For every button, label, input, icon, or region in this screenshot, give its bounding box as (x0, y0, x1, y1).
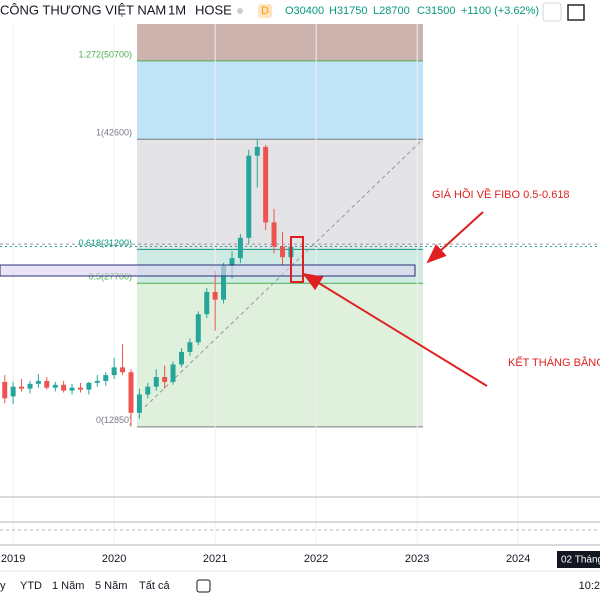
candle-body (204, 291, 210, 315)
ohlc-high: H31750 (329, 5, 368, 17)
candle-body (120, 367, 126, 373)
fib-label: 1.272(50700) (78, 49, 132, 59)
x-tick-label: 2024 (506, 553, 530, 565)
ohlc-low: L28700 (373, 5, 410, 17)
x-tick-label: 2020 (102, 553, 126, 565)
x-tick-label: 2023 (405, 553, 429, 565)
candle-body (103, 375, 109, 381)
candle-body (35, 380, 41, 384)
candle-body (263, 146, 269, 223)
candle-body (52, 384, 58, 388)
fib-zone (137, 60, 423, 140)
fib-label: 0.5(27700) (88, 272, 132, 282)
calendar-button[interactable] (196, 579, 211, 593)
candle-body (187, 342, 193, 352)
exchange: HOSE (195, 2, 232, 17)
candle-body (86, 382, 92, 390)
range-button[interactable]: Tất cả (139, 580, 170, 592)
candle-body (170, 364, 176, 382)
toolbar: y YTD 1 Năm 5 Năm Tất cả (0, 580, 170, 592)
candle-body (162, 377, 168, 382)
range-button[interactable]: y (0, 580, 6, 592)
candle-body (254, 146, 260, 156)
candle-body (2, 381, 8, 399)
candle-body (128, 372, 134, 413)
highlight-box (290, 236, 304, 283)
grid: 2019 2020 2021 2022 2023 2024 (0, 24, 600, 565)
candle-body (195, 314, 201, 343)
arrow (426, 211, 484, 264)
badge-bg (258, 4, 272, 18)
ohlc-close: C31500 (417, 5, 456, 17)
candle-body (153, 377, 159, 387)
candle-body (10, 386, 16, 397)
status-dot (237, 8, 243, 14)
clock: 10:2 (579, 580, 600, 592)
fib-zones: 1.272(50700)1(42600)0.618(31200)0.5(2770… (78, 24, 424, 428)
candle-body (44, 380, 50, 388)
x-tick-label: 2022 (304, 553, 328, 565)
range-button[interactable]: 5 Năm (95, 580, 127, 592)
fib-zone (137, 139, 423, 250)
annotation: GIÁ HỒI VỀ FIBO 0.5-0.618 (432, 188, 570, 201)
fib-zone (137, 24, 423, 61)
candle-body (145, 386, 151, 395)
candle-body (237, 237, 243, 259)
candle-body (61, 384, 67, 391)
plot (2, 139, 294, 427)
candle-body (179, 351, 185, 365)
candle-body (246, 155, 252, 238)
annotation: KẾT THÁNG BẰNG (508, 356, 600, 369)
candle-body (280, 246, 286, 258)
candle-body (136, 394, 142, 413)
date-tag: 02 Tháng (561, 555, 600, 566)
candle-body (27, 383, 33, 389)
arrow (302, 272, 488, 387)
badge: D (261, 5, 269, 17)
ohlc-open: O30400 (285, 5, 324, 17)
x-tick-label: 2019 (1, 553, 25, 565)
candle-body (229, 258, 235, 266)
fib-zone (137, 283, 423, 427)
header-bg (0, 0, 600, 24)
date-tag-bg (557, 551, 600, 568)
fullscreen-button[interactable] (567, 4, 585, 21)
candle-body (221, 265, 227, 300)
interval[interactable]: 1M (168, 2, 186, 17)
candle-body (19, 386, 25, 389)
x-tick-label: 2021 (203, 553, 227, 565)
symbol[interactable]: CÔNG THƯƠNG VIỆT NAM (0, 2, 166, 17)
icon-button[interactable] (542, 2, 562, 22)
ohlc-change: +1100 (+3.62%) (461, 5, 539, 17)
candle-body (212, 291, 218, 300)
support-band (0, 264, 416, 277)
candle-body (78, 387, 84, 390)
candle-body (94, 380, 100, 383)
range-button[interactable]: YTD (20, 580, 42, 592)
candle-body (69, 387, 75, 391)
candle-body (111, 367, 117, 376)
range-button[interactable]: 1 Năm (52, 580, 84, 592)
candle-body (271, 222, 277, 247)
fib-label: 0.618(31200) (78, 238, 132, 248)
